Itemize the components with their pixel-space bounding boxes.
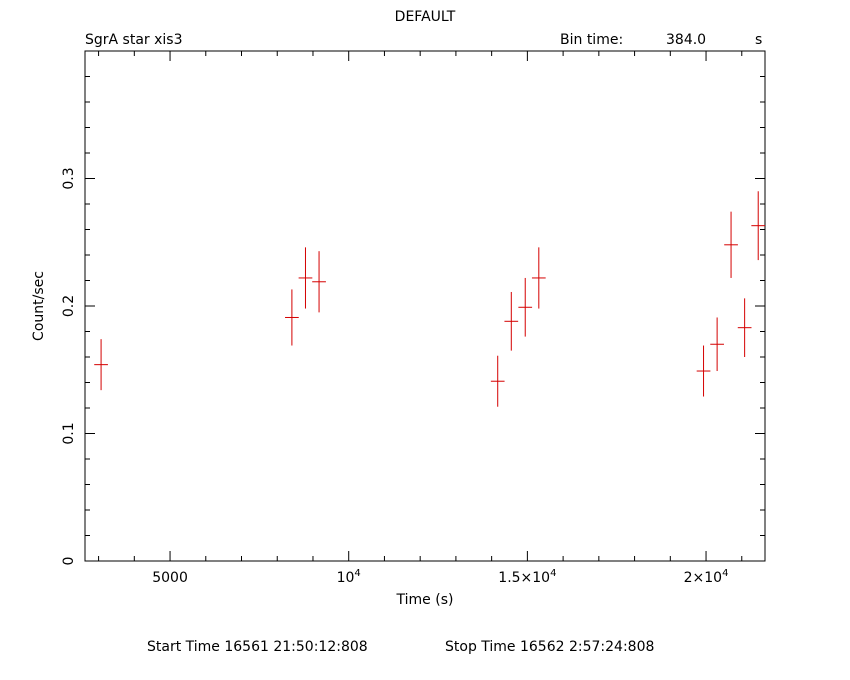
data-point: [518, 277, 533, 337]
y-tick-label: 0: [61, 557, 77, 566]
data-point: [737, 298, 752, 357]
x-axis: 5000 104 1.5×104 2×104: [98, 51, 743, 586]
source-label: SgrA star xis3: [85, 32, 183, 48]
start-time: Start Time 16561 21:50:12:808: [147, 639, 368, 655]
x-tick-label: 1.5×104: [498, 568, 556, 586]
data-point: [724, 211, 738, 278]
y-tick-label: 0.1: [61, 422, 77, 444]
stop-time: Stop Time 16562 2:57:24:808: [445, 639, 654, 655]
data-point: [531, 247, 546, 309]
y-tick-label: 0.3: [61, 167, 77, 189]
plot-frame: [84, 50, 766, 562]
data-point: [94, 339, 108, 391]
data-point: [504, 291, 519, 351]
bin-time-value: 384.0: [666, 32, 706, 48]
bin-time-unit: s: [755, 32, 762, 48]
data-point: [710, 317, 724, 372]
data-series: [94, 191, 766, 407]
y-axis-label: Count/sec: [31, 271, 47, 341]
x-tick-label: 104: [337, 568, 361, 586]
x-tick-label: 5000: [152, 570, 188, 586]
data-point: [751, 191, 766, 261]
data-point: [490, 355, 505, 407]
data-point: [285, 289, 299, 346]
x-tick-exponent: 4: [550, 568, 556, 579]
x-tick-exponent: 4: [722, 568, 728, 579]
x-axis-label: Time (s): [396, 592, 454, 608]
x-tick-exponent: 4: [354, 568, 360, 579]
y-tick-label: 0.2: [61, 295, 77, 317]
chart-title: DEFAULT: [395, 9, 456, 25]
data-point: [298, 247, 313, 309]
y-axis: 0 0.1 0.2 0.3: [61, 50, 765, 566]
x-tick-label: 2×104: [684, 568, 729, 586]
bin-time-label: Bin time:: [560, 32, 623, 48]
data-point: [696, 345, 711, 397]
data-point: [312, 251, 326, 313]
